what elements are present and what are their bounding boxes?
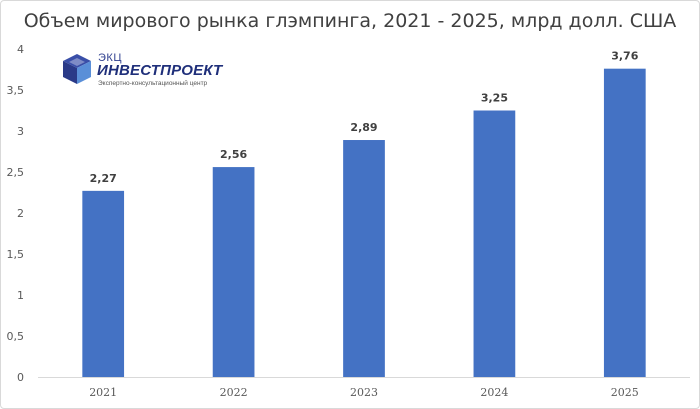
y-tick-label: 1,5 xyxy=(7,248,25,261)
y-tick-label: 2,5 xyxy=(7,166,25,179)
bars xyxy=(82,68,646,378)
data-label-2022: 2,56 xyxy=(220,148,247,161)
bar-2021 xyxy=(82,190,125,377)
y-tick-label: 3 xyxy=(17,125,24,138)
y-tick-label: 4 xyxy=(17,43,24,56)
logo-main-text: ИНВЕСТПРОЕКТ xyxy=(97,62,223,79)
data-labels: 2,27 2,56 2,89 3,25 3,76 xyxy=(90,50,639,185)
bar-2022 xyxy=(212,167,255,377)
bar-2024 xyxy=(473,110,516,377)
y-tick-label: 2 xyxy=(17,207,24,220)
logo-cube-icon xyxy=(63,54,91,84)
data-label-2024: 3,25 xyxy=(481,92,508,105)
y-tick-label: 1 xyxy=(17,289,24,302)
y-axis-ticks: 0 0,5 1 1,5 2 2,5 3 3,5 4 xyxy=(7,43,25,384)
y-tick-label: 3,5 xyxy=(7,84,25,97)
bar-2025 xyxy=(603,68,646,378)
x-tick-label: 2022 xyxy=(220,386,248,399)
x-tick-label: 2024 xyxy=(480,386,508,399)
logo-top-text: ЭКЦ xyxy=(98,52,122,64)
logo-sub-text: Экспертно-консультационный центр xyxy=(98,80,208,87)
y-tick-label: 0,5 xyxy=(7,330,25,343)
x-tick-label: 2023 xyxy=(350,386,378,399)
data-label-2021: 2,27 xyxy=(90,172,117,185)
data-label-2025: 3,76 xyxy=(611,50,638,63)
y-tick-label: 0 xyxy=(17,371,24,384)
data-label-2023: 2,89 xyxy=(350,121,377,134)
bar-2023 xyxy=(343,140,385,377)
x-tick-label: 2021 xyxy=(89,386,117,399)
company-logo: ЭКЦ ИНВЕСТПРОЕКТ Экспертно-консультацион… xyxy=(60,52,230,92)
chart-title: Объем мирового рынка глэмпинга, 2021 - 2… xyxy=(23,10,677,32)
x-tick-label: 2025 xyxy=(611,386,639,399)
x-axis-ticks: 2021 2022 2023 2024 2025 xyxy=(89,386,639,399)
